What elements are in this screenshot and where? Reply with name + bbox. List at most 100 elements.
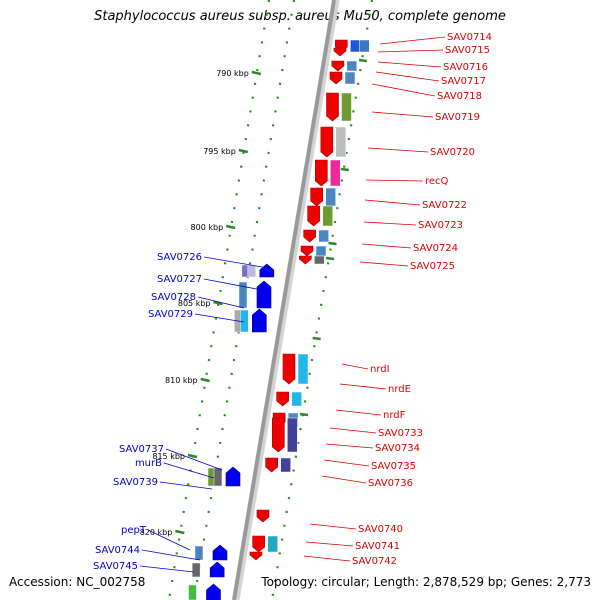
reverse-gene-label[interactable]: SAV0742	[352, 556, 397, 567]
reverse-gene-label[interactable]: SAV0723	[418, 220, 463, 231]
scale-tick	[238, 148, 249, 154]
reverse-label-leader	[375, 71, 440, 82]
scale-tick	[213, 300, 223, 306]
forward-gene-label[interactable]: SAV0729	[148, 309, 193, 320]
scale-tick	[225, 224, 236, 230]
reverse-gene-arrow[interactable]	[315, 159, 328, 187]
reverse-gene-label[interactable]: SAV0734	[375, 443, 420, 454]
reverse-gene-domain	[325, 187, 336, 207]
reverse-label-leader	[325, 443, 374, 449]
reverse-gene-arrow[interactable]	[320, 126, 334, 158]
reverse-gene-arrow[interactable]	[310, 187, 323, 207]
reverse-gene-label[interactable]: recQ	[425, 176, 449, 187]
forward-gene-label[interactable]: SAV0726	[157, 252, 202, 263]
forward-gene-label[interactable]: SAV0745	[93, 561, 138, 572]
reverse-gene-arrow[interactable]	[265, 457, 278, 473]
reverse-gene-arrow[interactable]	[299, 255, 312, 265]
backbone-line	[232, 0, 336, 600]
scale-tick-label: 815 kbp	[152, 452, 185, 461]
reverse-gene-arrow[interactable]	[256, 509, 270, 523]
reverse-label-leader	[379, 36, 446, 45]
reverse-gene-arrow[interactable]	[282, 353, 296, 385]
reverse-gene-domain	[297, 353, 309, 385]
backbone-layer	[232, 0, 340, 600]
forward-gene-label[interactable]: SAV0727	[157, 274, 202, 285]
forward-gene-domain	[194, 545, 204, 561]
reverse-gene-arrow[interactable]	[331, 60, 345, 72]
forward-gene-arrow[interactable]	[212, 544, 228, 561]
reverse-gene-label[interactable]: SAV0724	[413, 243, 458, 254]
reverse-gene-arrow[interactable]	[329, 71, 343, 85]
forward-gene-domain	[247, 264, 257, 278]
reverse-gene-label[interactable]: nrdE	[388, 384, 411, 395]
reverse-label-leader	[363, 221, 417, 226]
gene-layer	[188, 39, 370, 600]
reverse-gene-label[interactable]: SAV0715	[445, 45, 490, 56]
reverse-label-leader	[377, 61, 442, 68]
reverse-gene-label[interactable]: SAV0741	[355, 541, 400, 552]
scale-tick	[251, 70, 262, 76]
reverse-gene-arrow[interactable]	[249, 551, 263, 561]
forward-gene-label[interactable]: SAV0737	[119, 444, 164, 455]
reverse-label-leader	[377, 49, 444, 53]
minor-tick-0	[358, 58, 368, 63]
forward-gene-label[interactable]: SAV0739	[113, 477, 158, 488]
forward-gene-label[interactable]: SAV0728	[151, 292, 196, 303]
reverse-gene-label[interactable]: SAV0717	[441, 76, 486, 87]
scale-layer: 790 kbp 795 kbp 800 kbp 805 kbp 810 kbp 815 k…	[140, 58, 368, 537]
reverse-label-leader	[323, 459, 370, 467]
forward-gene-arrow[interactable]	[209, 561, 225, 578]
reverse-gene-label[interactable]: SAV0735	[371, 461, 416, 472]
reverse-gene-arrow[interactable]	[307, 205, 320, 227]
accession-text: Accession: NC_002758	[9, 575, 146, 589]
reverse-gene-arrow[interactable]	[272, 417, 285, 453]
forward-gene-arrow[interactable]	[252, 308, 267, 333]
reverse-gene-label[interactable]: SAV0733	[378, 428, 423, 439]
forward-gene-domain	[191, 562, 201, 578]
reverse-gene-label[interactable]: SAV0718	[437, 91, 482, 102]
forward-gene-arrow[interactable]	[259, 263, 275, 278]
reverse-gene-label[interactable]: SAV0719	[435, 112, 480, 123]
forward-label-leader	[203, 256, 269, 269]
reverse-gene-domain	[287, 417, 298, 453]
reverse-gene-label[interactable]: SAV0714	[447, 32, 492, 43]
forward-label-leader	[141, 549, 201, 561]
reverse-gene-domain	[267, 535, 278, 553]
minor-tick-1	[340, 167, 349, 172]
reverse-gene-label[interactable]: SAV0722	[422, 200, 467, 211]
forward-gene-arrow[interactable]	[206, 583, 221, 600]
reverse-label-leader	[371, 83, 436, 97]
forward-label-leader	[159, 481, 213, 490]
reverse-gene-domain	[314, 255, 325, 265]
reverse-gene-label[interactable]: nrdF	[383, 410, 406, 421]
reverse-label-leader	[303, 555, 351, 562]
forward-gene-label[interactable]: pepT	[121, 525, 147, 536]
forward-gene-arrow[interactable]	[225, 466, 241, 487]
scale-tick-label: 795 kbp	[203, 147, 236, 156]
scale-tick-label: 810 kbp	[165, 376, 198, 385]
forward-gene-arrow[interactable]	[256, 280, 272, 309]
forward-gene-label[interactable]: murB	[135, 458, 162, 469]
reverse-gene-arrow[interactable]	[333, 47, 347, 57]
reverse-label-leader	[359, 261, 409, 267]
reverse-gene-label[interactable]: nrdI	[370, 364, 390, 375]
reverse-label-leader	[309, 523, 357, 530]
reverse-gene-arrow[interactable]	[300, 245, 314, 257]
forward-label-leader	[165, 448, 223, 471]
reverse-gene-label[interactable]: SAV0740	[358, 524, 403, 535]
reverse-gene-label[interactable]: SAV0736	[368, 478, 413, 489]
forward-label-leader	[163, 462, 215, 479]
scale-tick-label: 800 kbp	[191, 223, 224, 232]
reverse-gene-domain	[350, 39, 361, 53]
reverse-gene-arrow[interactable]	[276, 391, 289, 407]
minor-tick-3	[325, 256, 335, 261]
reverse-gene-label[interactable]: SAV0716	[443, 62, 488, 73]
reverse-gene-arrow[interactable]	[252, 535, 265, 553]
reverse-gene-label[interactable]: SAV0725	[410, 261, 455, 272]
reverse-gene-domain	[318, 229, 329, 243]
reverse-gene-arrow[interactable]	[326, 92, 339, 122]
reverse-gene-label[interactable]: SAV0720	[430, 147, 475, 158]
reverse-gene-arrow[interactable]	[303, 229, 316, 243]
forward-gene-label[interactable]: SAV0744	[95, 545, 140, 556]
reverse-label-leader	[329, 427, 377, 434]
